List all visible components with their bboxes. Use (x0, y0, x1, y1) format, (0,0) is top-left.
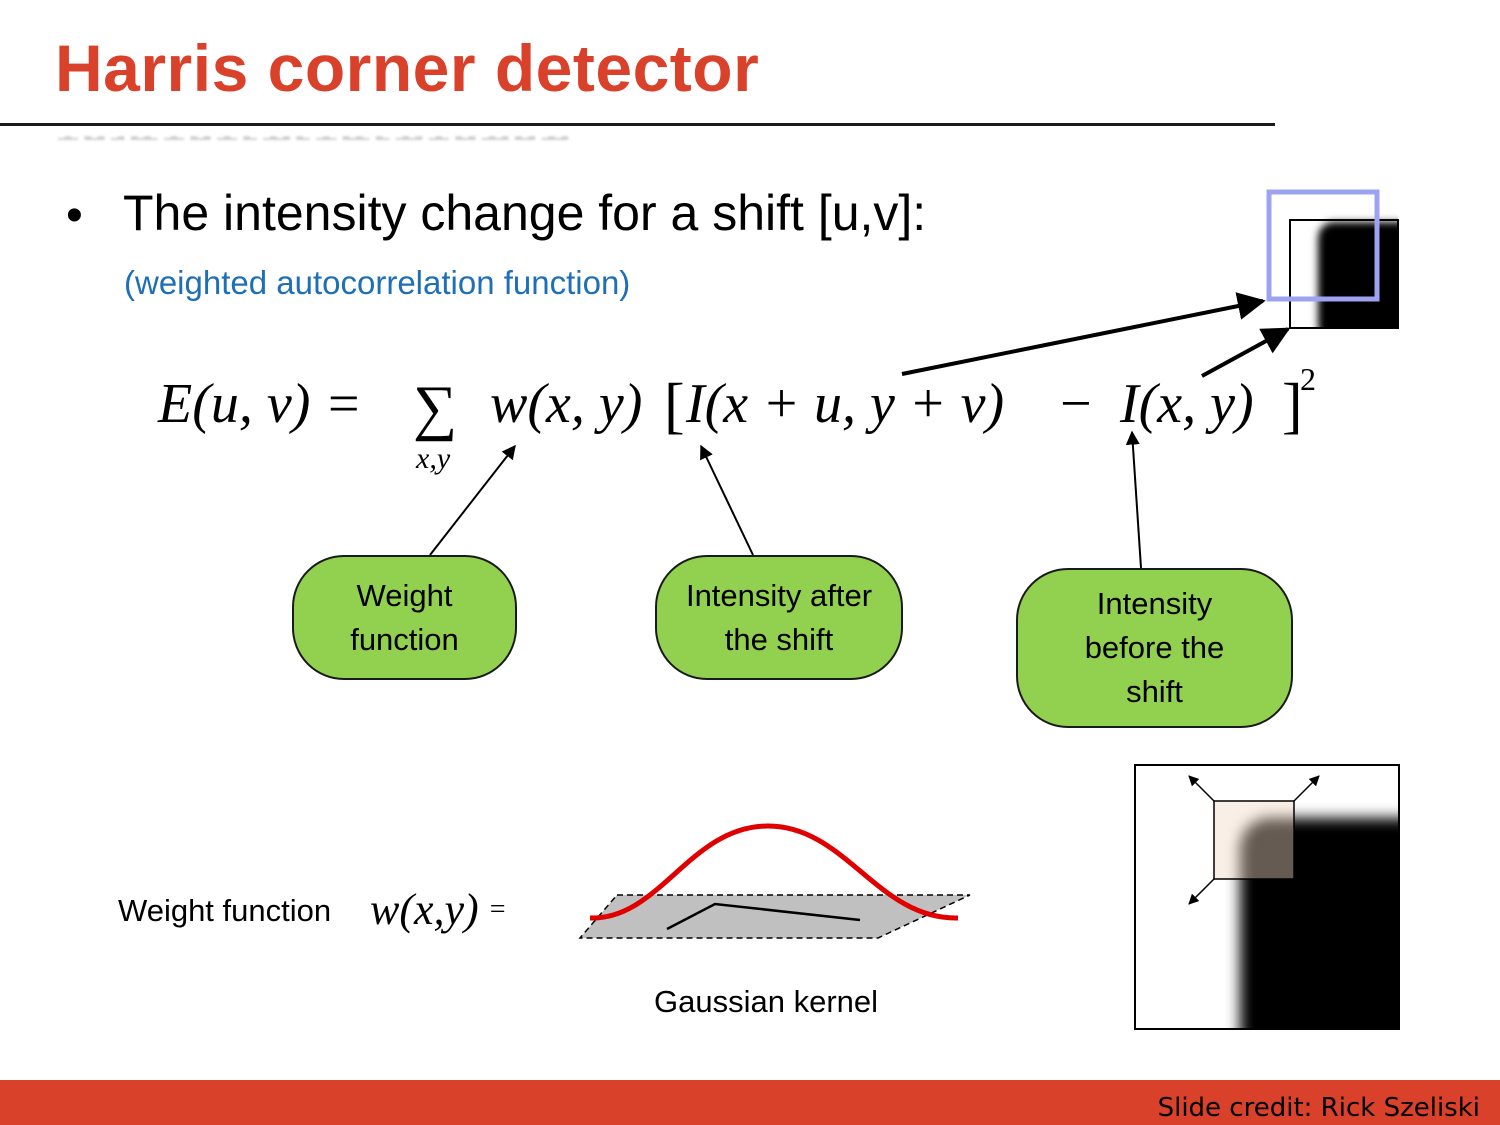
formula-lhs: E(u, v) = (157, 373, 362, 435)
weight-function-label: Weight function (118, 893, 332, 928)
arrow-up-left (1188, 775, 1215, 802)
footer-bar (0, 1080, 1500, 1125)
formula-shifted-term: I(x + u, y + v) (685, 373, 1004, 435)
shifted-window (1266, 189, 1380, 302)
detection-window (1213, 800, 1295, 880)
weight-expression-text: w(x,y) (370, 885, 479, 934)
formula-minus: − (1060, 373, 1092, 435)
arrow-up-right (1293, 775, 1320, 802)
shift-window-illustration (1266, 189, 1399, 329)
gaussian-curve (589, 823, 959, 921)
weight-function-expression: w(x,y) = (370, 884, 506, 935)
arrow-down-left (1188, 878, 1215, 905)
arrow-original-to-window (1201, 327, 1291, 378)
title-divider (0, 123, 1275, 126)
gaussian-kernel-illustration (578, 823, 971, 939)
formula-diagram: E(u, v) = ∑ x,y w(x, y) [ I(x + u, y + v… (157, 189, 1400, 1030)
formula-sum-symbol: ∑ (413, 374, 457, 442)
callout-weight-function: Weight function (292, 555, 517, 680)
bullet-text: The intensity change for a shift [u,v]: (123, 185, 927, 241)
formula-exponent: 2 (1300, 361, 1316, 397)
arrow-after-callout (700, 444, 754, 556)
formula-original-term: I(x, y) (1119, 373, 1254, 435)
formula-bracket-open: [ (664, 372, 685, 440)
formula-weight-term: w(x, y) (490, 373, 642, 435)
arrow-before-callout (1125, 430, 1142, 569)
arrow-weight-callout (429, 444, 516, 556)
bullet-icon: • (66, 189, 83, 242)
dark-region (1240, 818, 1398, 1028)
formula-bracket-close: ] (1282, 372, 1303, 440)
callout-intensity-after: Intensity after the shift (655, 555, 903, 680)
callout-intensity-before: Intensity before the shift (1016, 568, 1293, 728)
kernel-plane (578, 894, 971, 939)
corner-shape (1318, 222, 1398, 328)
subtitle: (weighted autocorrelation function) (124, 264, 631, 301)
arrow-shifted-to-window (901, 292, 1266, 376)
weight-equals-sign: = (489, 894, 506, 925)
kernel-axis-line (666, 902, 861, 931)
arrow-down-right (1293, 878, 1320, 905)
formula-sum-subscript: x,y (415, 442, 451, 475)
slide-title: Harris corner detector (55, 31, 760, 105)
slide-credit: Slide credit: Rick Szeliski (1157, 1093, 1480, 1123)
blurred-artifact-text: ▁▂▁ ▂▁▂ ▁▂ ▂▁▂▁ ▁▂▁ ▂▁▂ ▁▂▁ ▂▁ ▁▂▁▂ ▂▁ ▁… (58, 127, 568, 140)
corner-window-illustration (1134, 764, 1400, 1030)
gaussian-kernel-caption: Gaussian kernel (654, 984, 879, 1019)
